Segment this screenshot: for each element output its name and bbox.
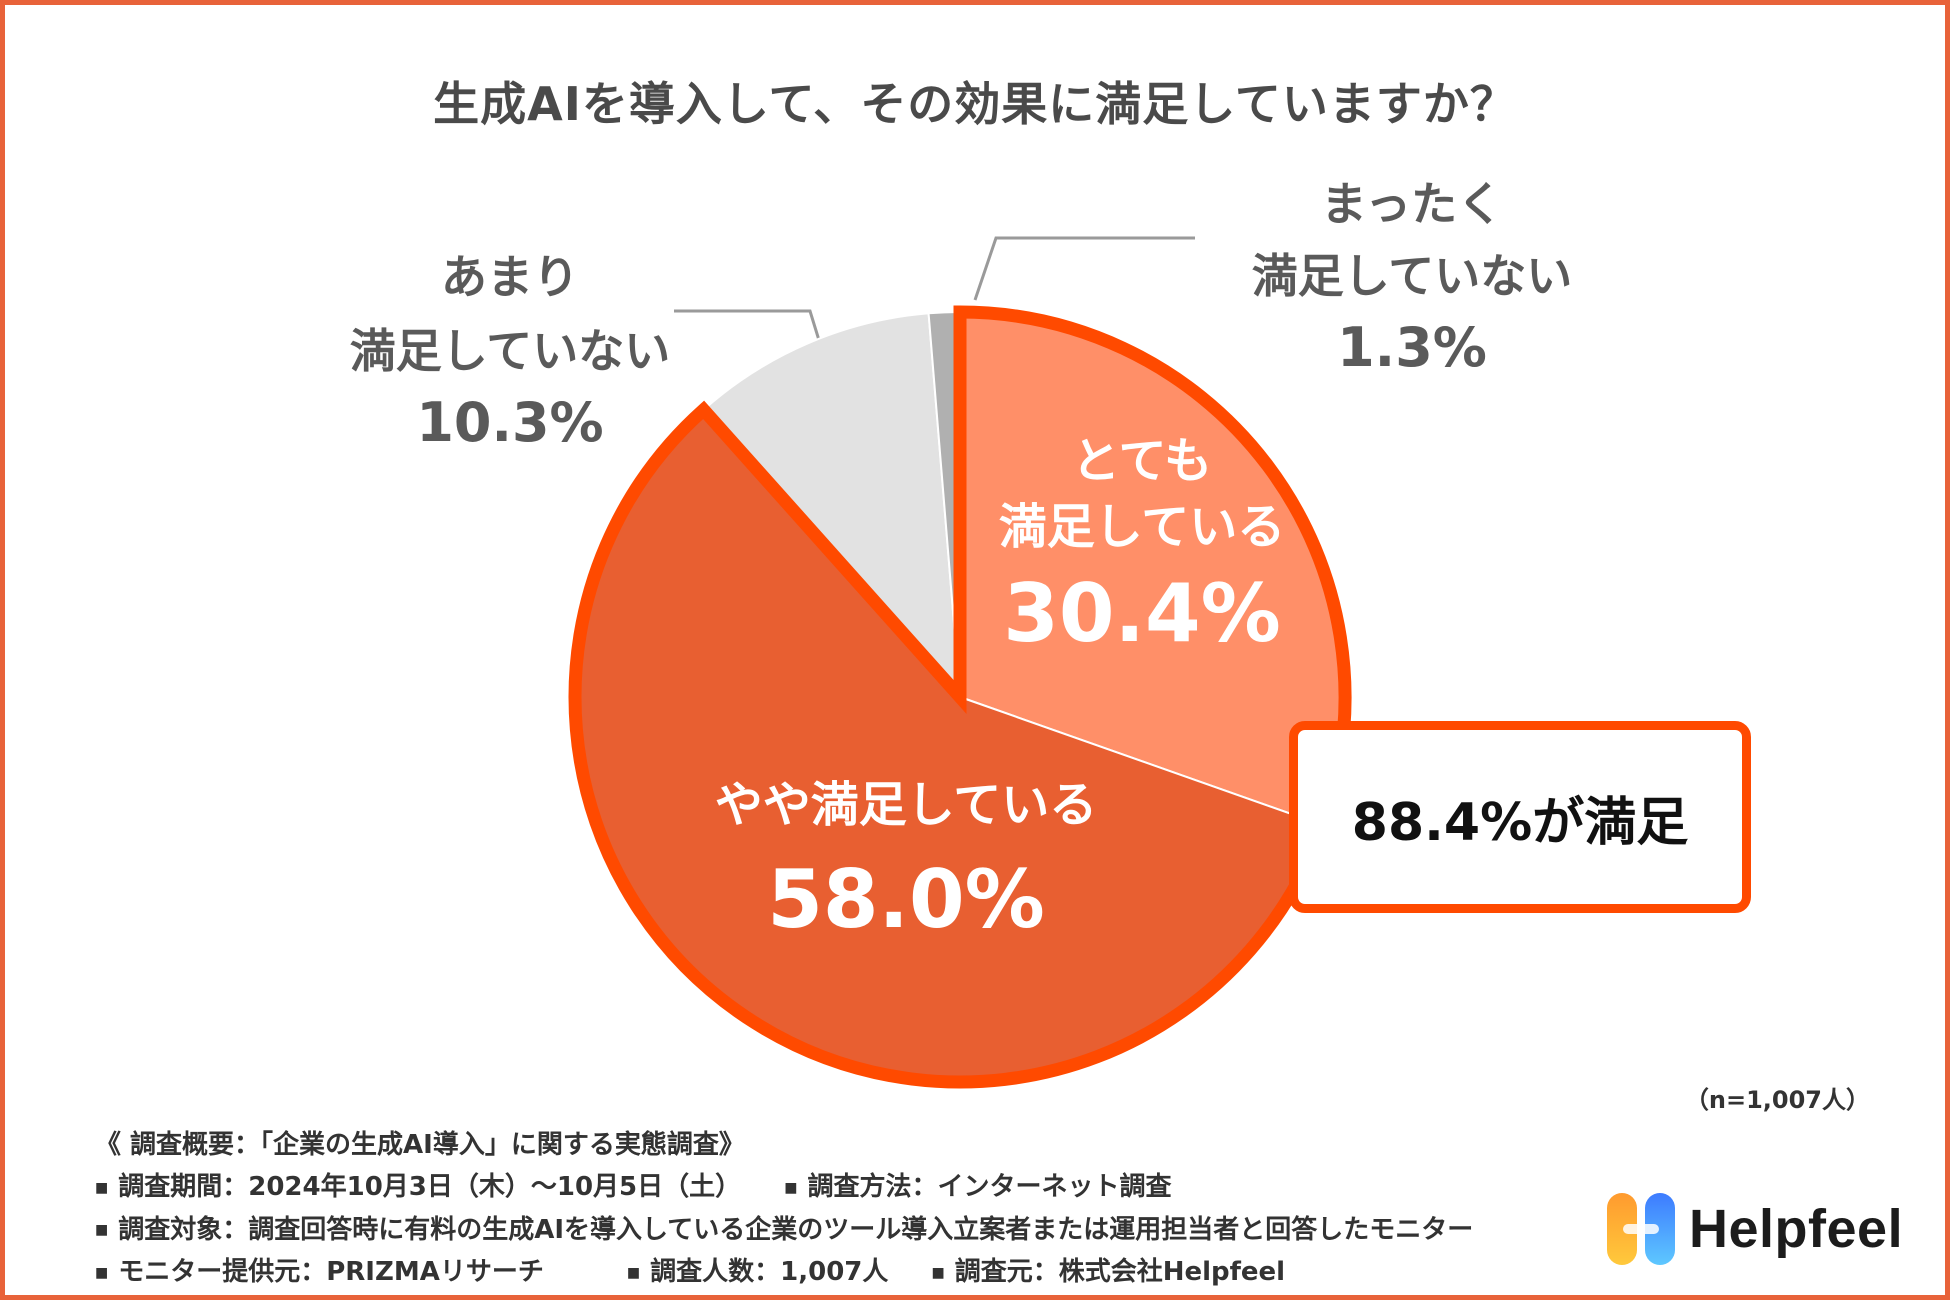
survey-item-text: 調査方法：インターネット調査: [807, 1172, 1172, 1202]
slice-label-text-line1: あまり: [441, 250, 579, 304]
brand-name: Helpfeel: [1689, 1199, 1904, 1259]
survey-overview: 《 調査概要：「企業の生成AI導入」に関する実態調査》 ■ 調査期間：2024年1…: [95, 1124, 1515, 1294]
survey-item: ■ モニター提供元：PRIZMAリサーチ: [95, 1251, 544, 1294]
survey-item: ■ 調査対象：調査回答時に有料の生成AIを導入している企業のツール導入立案者または…: [95, 1209, 1473, 1252]
survey-heading: 《 調査概要：「企業の生成AI導入」に関する実態調査》: [95, 1130, 745, 1160]
slice-label-text-line2: 満足している: [998, 499, 1286, 555]
slice-label-text-line1: まったく: [1320, 177, 1504, 231]
slice-label-very-satisfied: とても 満足している 30.4%: [999, 428, 1286, 662]
slice-label-not-at-all-satisfied: まったく 満足していない 1.3%: [1252, 168, 1573, 384]
survey-item-text: 調査元：株式会社Helpfeel: [954, 1257, 1286, 1287]
bullet-icon: ■: [931, 1264, 945, 1281]
survey-row: ■ 調査期間：2024年10月3日（木）〜10月5日（土） ■ 調査方法：インターネ…: [95, 1166, 1515, 1209]
survey-item-text: 調査人数：1,007人: [650, 1257, 889, 1287]
survey-row: ■ 調査対象：調査回答時に有料の生成AIを導入している企業のツール導入立案者または…: [95, 1209, 1515, 1252]
survey-item: ■ 調査元：株式会社Helpfeel: [931, 1251, 1285, 1294]
survey-row: ■ モニター提供元：PRIZMAリサーチ ■ 調査人数：1,007人 ■ 調査元：株式…: [95, 1251, 1515, 1294]
slice-label-text-line2: 満足していない: [349, 324, 671, 378]
slice-label-text-line2: 満足していない: [1251, 249, 1573, 303]
survey-item-text: 調査期間：2024年10月3日（木）〜10月5日（土）: [118, 1172, 742, 1202]
survey-item: ■ 調査人数：1,007人: [627, 1251, 888, 1294]
bullet-icon: ■: [95, 1264, 109, 1281]
slice-value: 58.0%: [767, 853, 1045, 946]
bullet-icon: ■: [784, 1179, 798, 1196]
survey-item: ■ 調査期間：2024年10月3日（木）〜10月5日（土）: [95, 1166, 741, 1209]
satisfaction-callout: 88.4%が満足: [1289, 721, 1751, 913]
pie-slice-not-very-satisfied: [702, 312, 962, 700]
slice-label-somewhat-satisfied: やや満足している 58.0%: [715, 772, 1098, 948]
slice-value: 30.4%: [1003, 567, 1281, 660]
slice-value: 10.3%: [416, 391, 604, 454]
sample-size-note: （n=1,007人）: [1684, 1086, 1870, 1114]
bullet-icon: ■: [95, 1222, 109, 1238]
slice-label-text-line1: やや満足している: [714, 777, 1098, 833]
satisfied-group-outline: [568, 305, 1352, 1089]
survey-item-text: 調査対象：調査回答時に有料の生成AIを導入している企業のツール導入立案者または運…: [118, 1214, 1474, 1245]
survey-item-text: モニター提供元：PRIZMAリサーチ: [118, 1257, 544, 1287]
bullet-icon: ■: [95, 1179, 109, 1196]
leader-line-not-at-all: [973, 236, 1195, 301]
survey-item: ■ 調査方法：インターネット調査: [784, 1166, 1171, 1209]
bullet-icon: ■: [626, 1264, 641, 1281]
slice-label-text-line1: とても: [1071, 433, 1213, 489]
slice-value: 1.3%: [1337, 316, 1487, 379]
helpfeel-logo-icon: [1607, 1193, 1675, 1265]
slice-label-not-very-satisfied: あまり 満足していない 10.3%: [350, 240, 671, 458]
brand-logo: Helpfeel: [1605, 1184, 1935, 1274]
highlight-outline: [568, 305, 1352, 1089]
chart-title: 生成AIを導入して、その効果に満足していますか？: [433, 77, 1517, 131]
